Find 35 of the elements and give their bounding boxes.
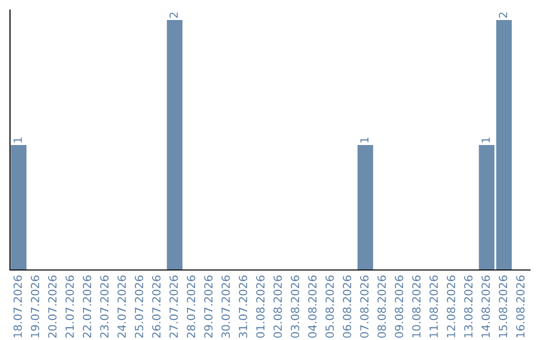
x-tick-label: 07.08.2026 [360,276,369,338]
x-tick-label: 04.08.2026 [308,276,317,338]
x-tick-label: 28.07.2026 [186,276,196,338]
x-tick-label: 19.07.2026 [30,276,40,338]
x-tick-label: 24.07.2026 [117,276,126,338]
x-tick-label: 26.07.2026 [152,276,161,338]
x-tick-label: 05.08.2026 [325,276,334,338]
x-tick-label: 27.07.2026 [169,276,178,338]
x-tick-label: 14.08.2026 [481,276,490,338]
x-tick-label: 31.07.2026 [238,276,248,338]
x-tick-label: 23.07.2026 [100,276,109,338]
x-tick-label: 22.07.2026 [82,276,92,338]
x-tick-label: 08.08.2026 [377,276,386,338]
x-tick-label: 29.07.2026 [204,276,213,338]
x-tick-label: 15.08.2026 [498,276,508,338]
x-tick-label: 13.08.2026 [464,276,473,338]
x-tick-label: 02.08.2026 [273,276,282,338]
x-tick-label: 10.08.2026 [412,276,421,338]
data-label: 2 [169,12,178,18]
x-tick-label: 06.08.2026 [342,276,352,338]
data-label: 1 [482,138,490,142]
x-tick-label: 09.08.2026 [394,276,404,338]
x-tick-label: 30.07.2026 [221,276,230,338]
data-label: 1 [14,138,22,142]
data-label: 2 [498,12,508,18]
x-tick-label: 03.08.2026 [290,276,300,338]
x-tick-label: 20.07.2026 [48,276,57,338]
x-tick-label: 21.07.2026 [65,276,74,338]
x-tick-label: 16.08.2026 [516,276,525,338]
x-tick-label: 11.08.2026 [429,276,438,338]
x-tick-label: 25.07.2026 [134,276,144,338]
x-tick-label: 12.08.2026 [446,276,456,338]
x-tick-label: 18.07.2026 [13,276,22,338]
data-label: 1 [360,138,368,142]
x-tick-label: 01.08.2026 [256,276,265,338]
